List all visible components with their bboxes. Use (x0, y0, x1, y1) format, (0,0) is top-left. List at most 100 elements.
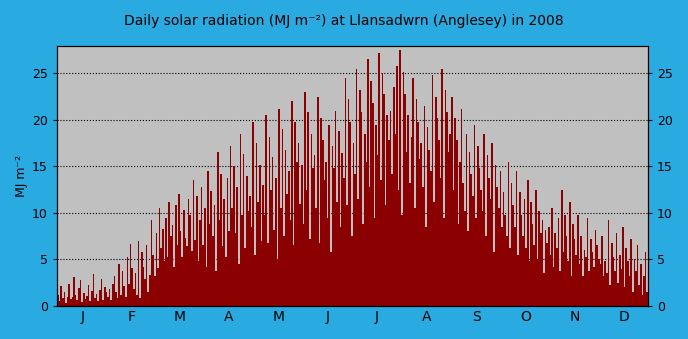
Bar (634, 259, 635, 306)
Bar (273, 230, 275, 306)
Bar (501, 227, 503, 306)
Bar (115, 292, 117, 306)
Bar (540, 233, 541, 306)
Bar (193, 180, 194, 306)
Bar (568, 261, 569, 306)
Bar (239, 134, 241, 306)
Bar (93, 274, 94, 306)
Bar (588, 271, 590, 306)
Bar (112, 283, 114, 306)
Bar (389, 111, 391, 306)
Bar (527, 180, 528, 306)
Bar (288, 171, 290, 306)
Bar (427, 127, 429, 306)
Bar (577, 215, 579, 306)
Bar (209, 224, 211, 306)
Bar (385, 205, 387, 306)
Bar (243, 154, 244, 306)
Bar (298, 143, 299, 306)
Bar (361, 113, 363, 306)
Bar (225, 258, 226, 306)
Bar (160, 248, 162, 306)
Bar (336, 202, 338, 306)
Bar (183, 210, 184, 306)
Bar (635, 271, 637, 306)
Bar (546, 243, 548, 306)
Bar (130, 243, 131, 306)
Bar (352, 143, 354, 306)
Bar (419, 159, 420, 306)
Bar (551, 208, 553, 306)
Bar (140, 298, 141, 306)
Bar (144, 279, 146, 306)
Bar (328, 124, 330, 306)
Bar (614, 271, 616, 306)
Bar (172, 225, 173, 306)
Bar (486, 155, 488, 306)
Bar (402, 72, 405, 306)
Bar (332, 146, 333, 306)
Bar (555, 233, 556, 306)
Bar (433, 202, 435, 306)
Y-axis label: MJ m⁻²: MJ m⁻² (15, 155, 28, 197)
Bar (458, 224, 459, 306)
Bar (61, 286, 62, 306)
Bar (249, 196, 251, 306)
Bar (550, 255, 551, 306)
Bar (335, 111, 336, 306)
Bar (504, 215, 506, 306)
Bar (564, 215, 566, 306)
Bar (104, 287, 105, 306)
Bar (456, 140, 458, 306)
Bar (516, 171, 517, 306)
Bar (595, 230, 596, 306)
Bar (338, 131, 340, 306)
Bar (281, 129, 283, 306)
Bar (347, 99, 350, 306)
Bar (294, 122, 296, 306)
Bar (268, 137, 270, 306)
Bar (340, 227, 341, 306)
Bar (170, 236, 172, 306)
Bar (236, 187, 238, 306)
Bar (197, 261, 199, 306)
Bar (380, 180, 382, 306)
Bar (207, 171, 209, 306)
Bar (462, 183, 464, 306)
Bar (420, 143, 422, 306)
Bar (430, 171, 431, 306)
Bar (580, 236, 582, 306)
Bar (73, 277, 75, 306)
Bar (477, 146, 479, 306)
Bar (155, 233, 157, 306)
Bar (447, 113, 448, 306)
Bar (63, 292, 65, 306)
Bar (231, 208, 233, 306)
Bar (382, 74, 383, 306)
Bar (286, 194, 288, 306)
Bar (624, 287, 625, 306)
Bar (105, 292, 107, 306)
Bar (241, 215, 243, 306)
Bar (293, 245, 294, 306)
Bar (600, 264, 601, 306)
Bar (535, 190, 537, 306)
Bar (605, 261, 606, 306)
Bar (131, 268, 133, 306)
Bar (603, 276, 605, 306)
Bar (75, 295, 76, 306)
Bar (524, 199, 526, 306)
Bar (199, 220, 201, 306)
Bar (114, 276, 115, 306)
Bar (305, 190, 308, 306)
Bar (83, 293, 85, 306)
Bar (120, 295, 122, 306)
Bar (396, 66, 398, 306)
Bar (638, 285, 640, 306)
Bar (351, 236, 352, 306)
Bar (312, 168, 314, 306)
Bar (194, 240, 196, 306)
Bar (319, 243, 321, 306)
Bar (519, 193, 521, 306)
Bar (411, 137, 412, 306)
